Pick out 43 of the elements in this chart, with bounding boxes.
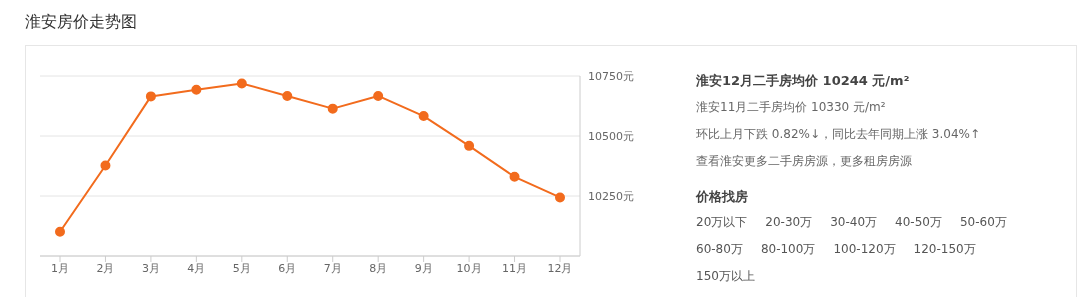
x-tick-label: 6月 bbox=[278, 261, 297, 275]
point bbox=[191, 84, 202, 95]
text: 淮安12月二手房均价 10244 元/m² bbox=[696, 72, 911, 90]
point bbox=[418, 111, 429, 122]
x-tick-label: 12月 bbox=[547, 261, 573, 275]
point bbox=[373, 90, 384, 101]
x-tick-label: 10月 bbox=[456, 261, 482, 275]
y-tick-label: 10750元 bbox=[588, 69, 634, 83]
text: 环比上月下跌 0.82%↓，同比去年同期上涨 3.04%↑ bbox=[696, 126, 981, 143]
text: 40-50万 bbox=[895, 214, 942, 231]
point bbox=[236, 78, 247, 89]
text: 30-40万 bbox=[830, 214, 878, 231]
text: 120-150万 bbox=[913, 241, 976, 258]
x-tick-label: 11月 bbox=[502, 261, 528, 275]
x-tick-label: 7月 bbox=[323, 261, 342, 275]
point bbox=[555, 192, 565, 203]
text: 查看淮安更多二手房房源，更多租房房源 bbox=[696, 153, 913, 170]
x-tick-label: 8月 bbox=[369, 261, 388, 275]
chart-title: 淮安房价走势图 bbox=[25, 12, 137, 33]
y-tick-label: 10500元 bbox=[588, 129, 634, 143]
x-tick-label: 1月 bbox=[51, 261, 69, 275]
text: 20万以下 bbox=[696, 214, 748, 231]
text: 100-120万 bbox=[833, 241, 896, 258]
text: 80-100万 bbox=[760, 241, 816, 258]
point bbox=[509, 171, 520, 182]
text: 价格找房 bbox=[696, 188, 749, 206]
text: 淮安11月二手房均价 10330 元/m² bbox=[696, 99, 887, 116]
point bbox=[282, 90, 293, 101]
x-tick-label: 5月 bbox=[232, 261, 251, 275]
x-tick-label: 3月 bbox=[141, 261, 160, 275]
text: 60-80万 bbox=[696, 241, 743, 258]
point bbox=[145, 91, 156, 102]
text: 20-30万 bbox=[765, 214, 813, 231]
x-tick-label: 9月 bbox=[414, 261, 433, 275]
y-tick-label: 10250元 bbox=[588, 189, 634, 203]
point bbox=[55, 226, 65, 237]
point bbox=[100, 160, 111, 171]
x-tick-label: 4月 bbox=[187, 261, 206, 275]
text: 50-60万 bbox=[959, 214, 1007, 231]
x-tick-label: 2月 bbox=[96, 261, 115, 275]
text: 150万以上 bbox=[696, 268, 755, 285]
point bbox=[464, 140, 475, 151]
point bbox=[327, 103, 338, 114]
